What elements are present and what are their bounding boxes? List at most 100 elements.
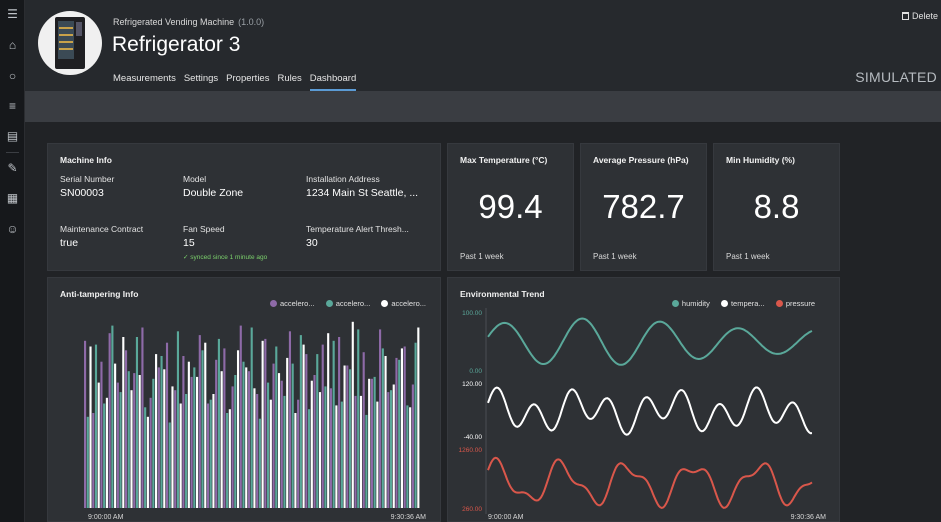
bar-2-34 <box>368 378 371 508</box>
legend-item[interactable]: pressure <box>775 299 815 308</box>
legend-label: pressure <box>785 299 815 308</box>
machine-info-tile: Machine Info Serial Number SN00003 Model… <box>47 143 441 271</box>
bar-1-40 <box>414 342 417 508</box>
bar-1-37 <box>389 390 393 508</box>
bar-2-40 <box>417 327 420 508</box>
bar-2-13 <box>196 376 199 508</box>
bar-2-15 <box>212 394 215 508</box>
bar-1-31 <box>340 401 343 508</box>
legend-swatch <box>671 300 679 307</box>
bar-0-3 <box>108 333 111 508</box>
temperature-axis-max: 120.00 <box>462 381 482 388</box>
kpi-value: 8.8 <box>753 188 800 225</box>
field-label-model: Model <box>183 174 207 184</box>
user-settings-icon[interactable]: ☺ <box>6 222 19 236</box>
bar-2-36 <box>384 356 387 508</box>
bar-0-16 <box>215 359 218 508</box>
bar-1-10 <box>168 422 171 508</box>
tab-measurements[interactable]: Measurements <box>113 73 176 84</box>
tab-rules[interactable]: Rules <box>277 73 302 84</box>
bar-1-4 <box>119 392 122 508</box>
bar-0-13 <box>190 376 193 508</box>
kpi-tile-average-pressure: Average Pressure (hPa) 782.7 Past 1 week <box>580 143 707 271</box>
home-icon[interactable]: ⌂ <box>8 38 17 52</box>
legend-label: accelero... <box>279 299 315 308</box>
bar-1-0 <box>86 416 89 508</box>
bar-0-7 <box>141 327 144 508</box>
bar-0-32 <box>346 365 349 508</box>
list-icon[interactable]: ≡ <box>8 99 16 113</box>
legend-item[interactable]: humidity <box>671 299 710 308</box>
bar-1-27 <box>308 409 311 508</box>
bar-0-10 <box>165 342 169 508</box>
bar-1-25 <box>291 363 294 508</box>
bar-0-6 <box>133 373 136 508</box>
delete-label: Delete <box>911 11 938 21</box>
legend-item[interactable]: accelero... <box>325 299 371 308</box>
pencil-icon[interactable]: ✎ <box>7 161 18 175</box>
legend-item[interactable]: tempera... <box>720 299 765 308</box>
bar-0-26 <box>297 399 300 508</box>
legend-label: accelero... <box>335 299 371 308</box>
bar-0-20 <box>247 371 251 508</box>
bar-1-23 <box>275 346 278 508</box>
bar-1-12 <box>185 394 188 508</box>
bar-1-34 <box>365 414 368 508</box>
x-axis-start-label: 9:00:00 AM <box>488 514 524 521</box>
bar-0-27 <box>305 354 308 508</box>
bar-0-21 <box>256 394 259 508</box>
bar-1-38 <box>398 359 401 508</box>
bar-2-33 <box>359 395 363 508</box>
environmental-trend-tile: Environmental Trend humidity tempera... … <box>447 277 840 522</box>
template-version: (1.0.0) <box>238 17 265 27</box>
bar-2-12 <box>187 361 190 508</box>
bar-1-36 <box>381 348 384 508</box>
bar-1-29 <box>324 386 327 508</box>
tab-properties[interactable]: Properties <box>226 73 270 84</box>
bar-0-1 <box>92 413 95 508</box>
menu-icon[interactable]: ☰ <box>7 7 18 21</box>
field-label-address: Installation Address <box>306 174 380 184</box>
tab-dashboard[interactable]: Dashboard <box>309 73 357 91</box>
legend-item[interactable]: accelero... <box>381 299 426 308</box>
bar-0-18 <box>231 386 234 508</box>
field-value-address: 1234 Main St Seattle, ... <box>306 187 419 199</box>
bar-0-33 <box>354 395 357 508</box>
bar-0-31 <box>338 337 341 508</box>
legend-item[interactable]: accelero... <box>269 299 315 308</box>
bar-1-22 <box>267 382 270 508</box>
kpi-period: Past 1 week <box>726 252 770 261</box>
bar-0-36 <box>379 329 382 508</box>
bar-2-22 <box>269 399 272 508</box>
grid-icon[interactable]: ▦ <box>6 191 19 205</box>
kpi-title: Min Humidity (%) <box>726 155 795 165</box>
bar-2-30 <box>335 405 338 508</box>
delete-button[interactable]: Delete <box>901 11 938 21</box>
dashboard-canvas: Machine Info Serial Number SN00003 Model… <box>25 122 941 522</box>
bar-1-13 <box>193 367 196 508</box>
bar-2-6 <box>138 375 141 508</box>
bar-1-26 <box>299 335 302 508</box>
bar-1-32 <box>348 369 352 508</box>
bar-0-39 <box>403 346 406 508</box>
bar-1-21 <box>258 418 261 508</box>
x-axis-end-label: 9:30:36 AM <box>791 514 827 521</box>
legend-swatch <box>325 300 333 307</box>
bar-0-40 <box>411 384 414 508</box>
anti-tampering-tile: Anti-tampering Info accelero... accelero… <box>47 277 441 522</box>
field-value-serial: SN00003 <box>60 187 104 199</box>
analytics-icon[interactable]: ▤ <box>6 129 19 143</box>
kpi-title: Max Temperature (°C) <box>460 155 548 165</box>
bar-0-34 <box>362 352 365 508</box>
bar-0-29 <box>321 344 324 508</box>
x-axis-start-label: 9:00:00 AM <box>88 514 124 521</box>
bar-0-15 <box>206 403 210 508</box>
devices-icon[interactable]: ○ <box>8 69 17 83</box>
bar-2-17 <box>228 409 231 508</box>
trash-icon <box>901 12 909 20</box>
bar-1-1 <box>94 344 98 508</box>
bar-2-32 <box>351 321 354 508</box>
bar-1-20 <box>250 327 253 508</box>
bar-2-25 <box>294 413 297 508</box>
tab-settings[interactable]: Settings <box>183 73 219 84</box>
